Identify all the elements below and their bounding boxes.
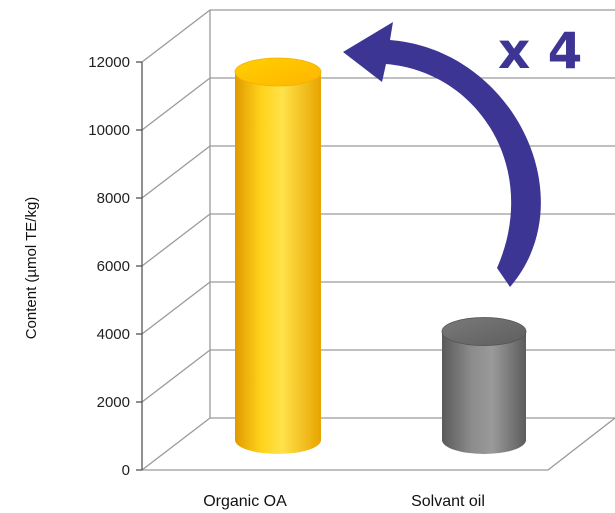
x-tick-label: Solvant oil: [411, 493, 485, 510]
x-tick-label: Organic OA: [203, 493, 287, 510]
gridline: [142, 78, 615, 130]
bar-organic-oa: [235, 58, 321, 454]
y-axis: 0 2000 4000 6000 8000 10000 12000: [88, 54, 142, 479]
y-tick-label: 6000: [97, 258, 130, 275]
x-axis-labels: Organic OA Solvant oil: [203, 493, 485, 510]
gridline: [142, 214, 615, 266]
bar-solvant-oil: [442, 318, 526, 454]
y-tick-label: 12000: [88, 54, 130, 71]
y-tick-label: 0: [122, 462, 130, 479]
gridline: [142, 282, 615, 334]
gridline: [142, 146, 615, 198]
y-axis-label: Content (µmol TE/kg): [23, 197, 40, 340]
annotation-text: x 4: [498, 22, 582, 80]
annotation: x 4: [343, 22, 582, 287]
y-tick-label: 2000: [97, 394, 130, 411]
y-tick-label: 10000: [88, 122, 130, 139]
y-tick-label: 8000: [97, 190, 130, 207]
bars: [235, 58, 526, 454]
gridline: [142, 350, 615, 402]
y-tick-label: 4000: [97, 326, 130, 343]
